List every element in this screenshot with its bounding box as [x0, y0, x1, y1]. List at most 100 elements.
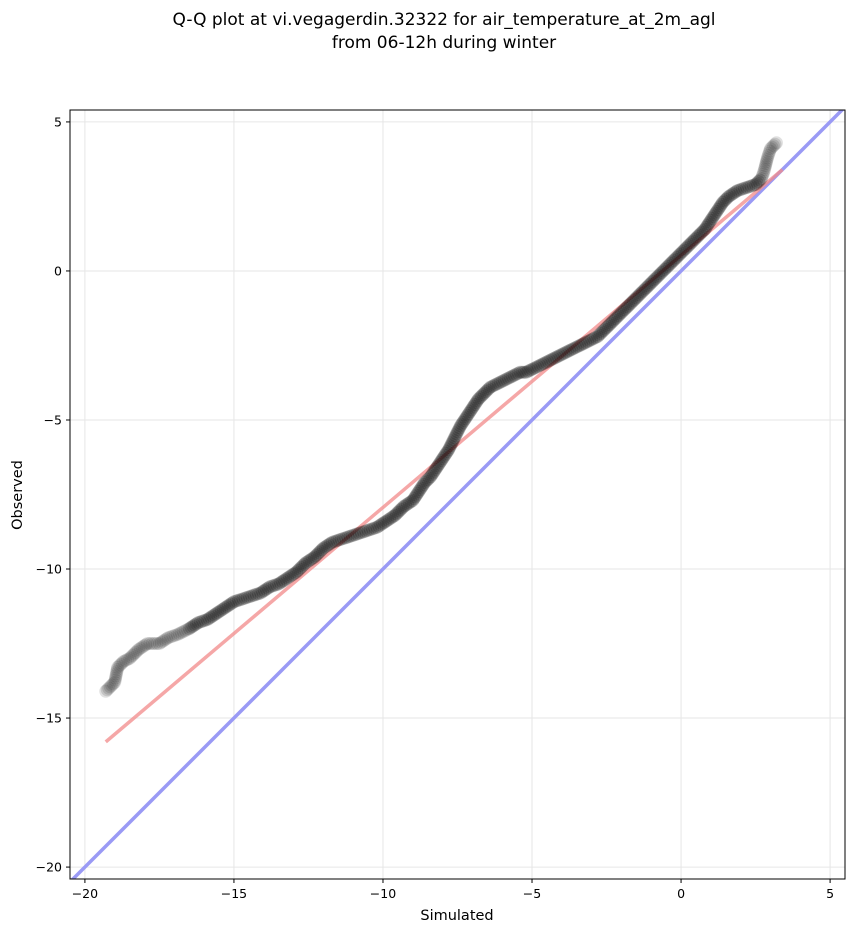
quantile-point	[579, 335, 593, 349]
quantile-point	[449, 429, 463, 443]
quantile-point	[223, 597, 237, 611]
quantile-point	[103, 680, 117, 694]
quantile-point	[501, 371, 515, 385]
quantile-point	[601, 319, 615, 333]
quantile-point	[368, 521, 382, 535]
quantile-point	[729, 185, 743, 199]
quantile-point	[240, 590, 254, 604]
quantile-point	[112, 659, 126, 673]
quantile-point	[394, 502, 408, 516]
quantile-point	[760, 153, 774, 167]
quantile-point	[768, 137, 782, 151]
quantile-point	[619, 301, 633, 315]
quantile-point	[330, 534, 344, 548]
quantile-point	[698, 222, 712, 236]
quantile-point	[191, 616, 205, 630]
quantile-point	[491, 376, 505, 390]
quantile-point	[432, 457, 446, 471]
quantile-point	[692, 228, 706, 242]
quantile-point	[424, 470, 438, 484]
quantile-point	[145, 637, 159, 651]
quantile-point	[397, 499, 411, 513]
quantile-point	[756, 167, 770, 181]
quantile-point	[626, 294, 640, 308]
quantile-point	[160, 632, 174, 646]
quantile-point	[328, 534, 342, 548]
quantile-point	[707, 208, 721, 222]
quantile-point	[209, 607, 223, 621]
x-axis-ticks: −20 −15 −10 −5 0 5	[72, 879, 834, 901]
quantile-point	[225, 596, 239, 610]
quantile-point	[431, 459, 445, 473]
quantile-point	[671, 249, 685, 263]
quantile-point	[752, 175, 766, 189]
quantile-point	[427, 464, 441, 478]
quantile-point	[310, 547, 324, 561]
quantile-point	[438, 448, 452, 462]
quantile-point	[463, 405, 477, 419]
quantile-point	[334, 532, 348, 546]
quantile-point	[158, 633, 172, 647]
quantile-point	[656, 264, 670, 278]
quantile-point	[505, 369, 519, 383]
quantile-point	[613, 307, 627, 321]
quantile-point	[543, 353, 557, 367]
quantile-point	[411, 486, 425, 500]
quantile-point	[479, 385, 493, 399]
quantile-point	[442, 443, 456, 457]
quantile-point	[141, 637, 154, 651]
quantile-point	[189, 617, 203, 631]
quantile-point	[668, 252, 682, 266]
quantile-point	[641, 279, 655, 293]
quantile-point	[152, 637, 166, 651]
quantile-point	[273, 576, 287, 590]
quantile-point	[370, 520, 384, 534]
quantile-point	[150, 637, 164, 651]
quantile-point	[254, 586, 268, 600]
quantile-point	[761, 148, 775, 162]
quantile-point	[571, 339, 585, 353]
quantile-point	[555, 347, 569, 361]
quantile-point	[469, 396, 483, 410]
quantile-point	[186, 619, 200, 633]
quantile-point	[348, 528, 362, 542]
quantile-point	[359, 524, 373, 538]
quantile-point	[515, 365, 529, 379]
quantile-point	[659, 261, 673, 275]
quantile-point	[238, 591, 252, 605]
quantile-point	[677, 243, 691, 257]
quantile-point	[724, 188, 738, 202]
quantile-point	[218, 601, 232, 615]
quantile-point	[715, 197, 729, 211]
quantile-point	[604, 316, 618, 330]
quantile-point	[575, 337, 589, 351]
quantile-point	[758, 163, 772, 177]
quantile-point	[559, 345, 573, 359]
quantile-point	[655, 265, 669, 279]
quantile-point	[399, 498, 413, 512]
quantile-point	[682, 239, 696, 253]
quantile-point	[178, 624, 192, 638]
quantile-point	[695, 225, 709, 239]
quantile-point	[284, 569, 298, 583]
quantile-point	[434, 454, 448, 468]
quantile-point	[339, 531, 353, 545]
quantile-point	[440, 445, 454, 459]
quantile-point	[124, 650, 138, 664]
quantile-point	[467, 399, 481, 413]
quantile-point	[444, 439, 458, 453]
quantile-point	[200, 613, 214, 627]
quantile-point	[622, 298, 636, 312]
quantile-point	[439, 446, 453, 460]
y-tick-label: −10	[36, 562, 62, 577]
quantile-point	[213, 604, 227, 618]
quantile-point	[156, 634, 170, 648]
quantile-point	[583, 334, 597, 348]
quantile-point	[132, 642, 146, 656]
quantile-point	[193, 615, 207, 629]
quantile-point	[100, 683, 114, 697]
quantile-point	[455, 417, 469, 431]
quantile-point	[616, 304, 630, 318]
quantile-point	[110, 663, 124, 677]
quantile-point	[196, 614, 210, 628]
